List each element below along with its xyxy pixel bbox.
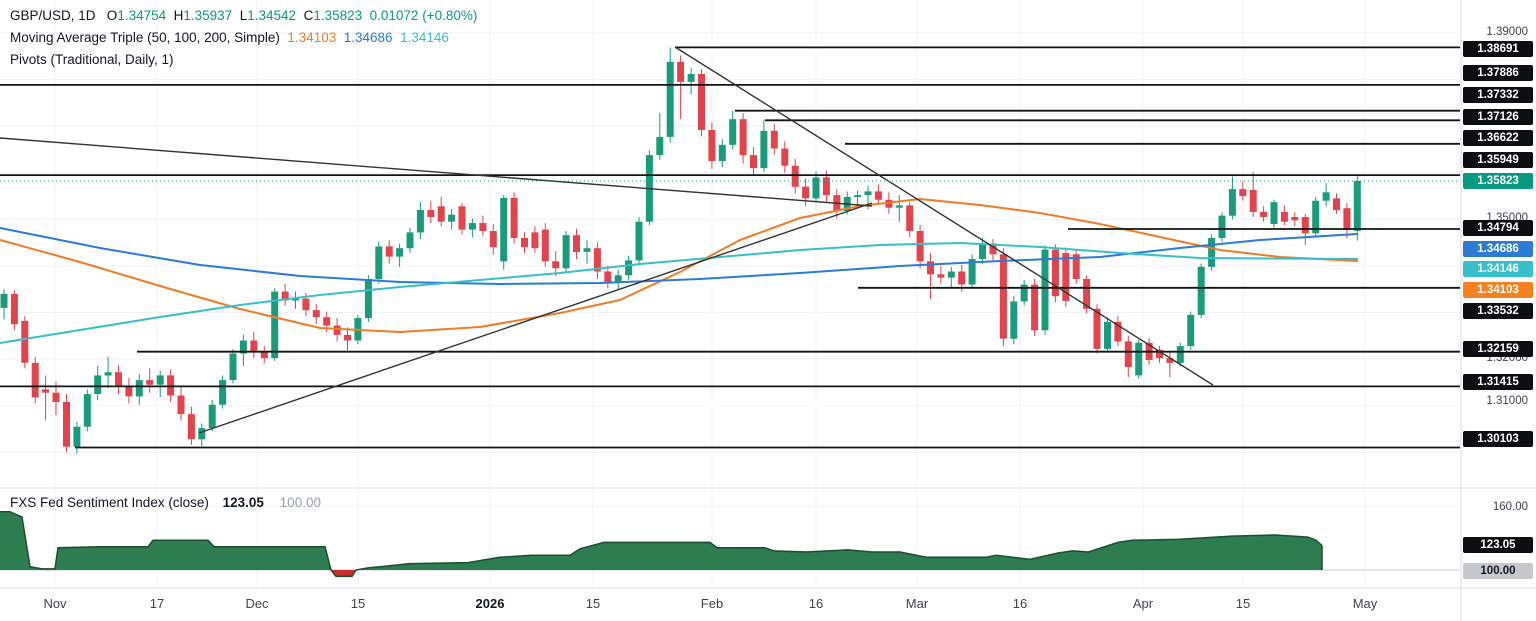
symbol-legend: GBP/USD, 1D O1.34754 H1.35937 L1.34542 C… <box>10 5 477 71</box>
price-badge-black: 1.37126 <box>1463 109 1533 125</box>
time-tick: May <box>1352 596 1378 611</box>
price-badge-black: 123.05 <box>1463 537 1533 553</box>
time-tick: 15 <box>1235 596 1251 611</box>
sentiment-value: 123.05 <box>222 495 264 510</box>
price-badge-black: 1.37886 <box>1463 65 1533 81</box>
close-label: C <box>303 8 314 23</box>
ma200-value: 1.34146 <box>400 30 449 45</box>
pivots-indicator-row[interactable]: Pivots (Traditional, Daily, 1) <box>10 49 477 71</box>
time-axis[interactable]: Nov 17 Dec 15 2026 15 Feb 16 Mar 16 Apr 15 May <box>0 592 1460 621</box>
symbol-ohlc-row[interactable]: GBP/USD, 1D O1.34754 H1.35937 L1.34542 C… <box>10 5 477 27</box>
price-badge-green: 1.35823 <box>1463 173 1533 189</box>
price-badge-orange: 1.34103 <box>1463 282 1533 298</box>
price-axis-label: 160.00 <box>1492 501 1528 513</box>
change-value: 0.01072 (+0.80%) <box>369 8 478 23</box>
time-tick: Feb <box>700 596 724 611</box>
price-badge-blue: 1.34686 <box>1463 241 1533 257</box>
price-axis[interactable]: 1.39000 1.35000 1.32000 1.31000 1.38691 1.378… <box>1462 0 1536 621</box>
price-badge-black: 1.31415 <box>1463 374 1533 390</box>
price-badge-gray: 100.00 <box>1463 563 1533 579</box>
ma50-value: 1.34103 <box>287 30 337 45</box>
close-value: 1.35823 <box>313 8 363 23</box>
price-badge-black: 1.35949 <box>1463 152 1533 168</box>
sentiment-base-value: 100.00 <box>279 495 321 510</box>
price-axis-label: 1.39000 <box>1486 26 1528 38</box>
price-badge-black: 1.33532 <box>1463 303 1533 319</box>
price-badge-black: 1.32159 <box>1463 341 1533 357</box>
open-value: 1.34754 <box>117 8 167 23</box>
ma-indicator-label: Moving Average Triple (50, 100, 200, Sim… <box>10 30 280 45</box>
price-badge-cyan: 1.34146 <box>1463 261 1533 277</box>
price-badge-black: 1.37332 <box>1463 87 1533 103</box>
price-badge-black: 1.34794 <box>1463 220 1533 236</box>
price-badge-black: 1.30103 <box>1463 431 1533 447</box>
open-label: O <box>106 8 118 23</box>
time-tick: Nov <box>43 596 67 611</box>
low-label: L <box>239 8 248 23</box>
time-tick: Dec <box>245 596 269 611</box>
time-tick: 2026 <box>475 596 505 611</box>
time-tick: 15 <box>350 596 366 611</box>
price-badge-black: 1.38691 <box>1463 41 1533 57</box>
sentiment-indicator-row[interactable]: FXS Fed Sentiment Index (close) 123.05 1… <box>10 494 321 512</box>
symbol-title: GBP/USD, 1D <box>10 8 96 23</box>
sentiment-indicator-label: FXS Fed Sentiment Index (close) <box>10 495 209 510</box>
time-tick: 15 <box>585 596 601 611</box>
ma-indicator-row[interactable]: Moving Average Triple (50, 100, 200, Sim… <box>10 27 477 49</box>
price-badge-black: 1.36622 <box>1463 130 1533 146</box>
time-tick: 16 <box>808 596 824 611</box>
time-tick: 17 <box>149 596 165 611</box>
time-tick: Apr <box>1132 596 1154 611</box>
low-value: 1.34542 <box>247 8 297 23</box>
high-value: 1.35937 <box>183 8 233 23</box>
time-tick: 16 <box>1012 596 1028 611</box>
time-tick: Mar <box>905 596 929 611</box>
high-label: H <box>173 8 184 23</box>
pivots-indicator-label: Pivots (Traditional, Daily, 1) <box>10 52 174 67</box>
ma100-value: 1.34686 <box>343 30 393 45</box>
price-axis-label: 1.31000 <box>1486 395 1528 407</box>
